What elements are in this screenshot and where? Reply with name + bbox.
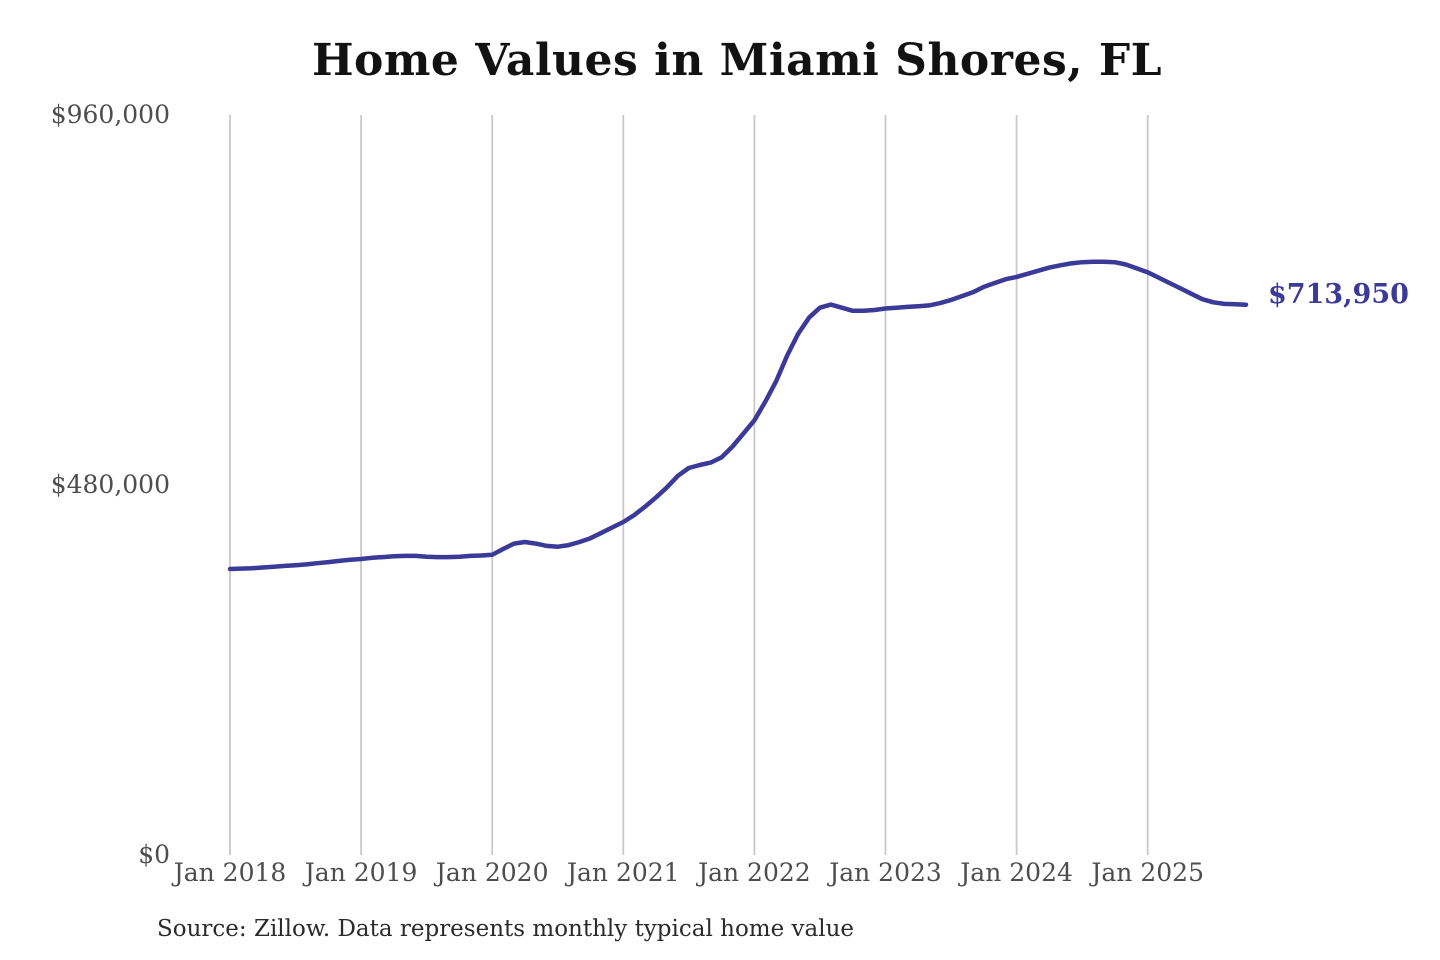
x-tick-label: Jan 2025 — [1091, 858, 1204, 887]
x-tick-label: Jan 2019 — [304, 858, 418, 887]
x-tick-label: Jan 2021 — [566, 858, 680, 887]
x-tick-label: Jan 2024 — [960, 858, 1073, 887]
home-value-line — [227, 259, 1249, 572]
current-value-label: $713,950 — [1268, 278, 1409, 310]
x-tick-label: Jan 2023 — [829, 858, 942, 887]
y-tick-label: $0 — [138, 840, 170, 869]
y-tick-label: $480,000 — [50, 470, 170, 499]
y-tick-label: $960,000 — [50, 100, 170, 129]
chart-title: Home Values in Miami Shores, FL — [311, 35, 1163, 86]
x-tick-label: Jan 2018 — [173, 858, 287, 887]
source-note: Source: Zillow. Data represents monthly … — [157, 916, 855, 942]
x-tick-label: Jan 2020 — [435, 858, 549, 887]
x-tick-label: Jan 2022 — [698, 858, 811, 887]
